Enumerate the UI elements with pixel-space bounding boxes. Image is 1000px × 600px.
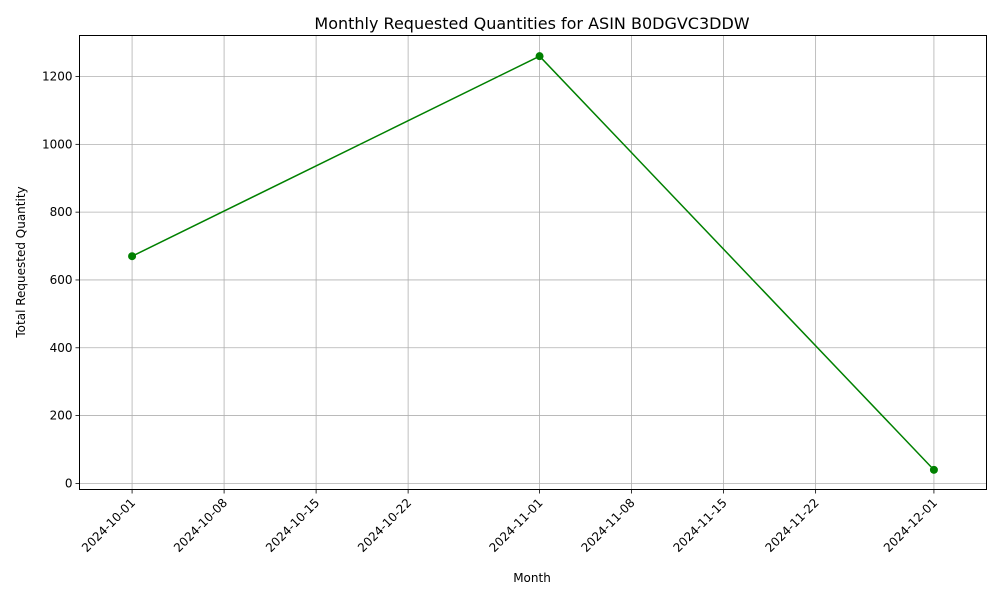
y-tick-label: 1000 xyxy=(42,137,73,151)
y-axis-label: Total Requested Quantity xyxy=(14,186,28,338)
x-tick-label: 2024-12-01 xyxy=(881,496,940,555)
data-point-2024-11-01 xyxy=(535,52,544,61)
y-tick-label: 400 xyxy=(50,341,73,355)
x-tick-label: 2024-11-08 xyxy=(578,496,637,555)
y-tick-label: 600 xyxy=(50,273,73,287)
x-tick-label: 2024-10-15 xyxy=(263,496,322,555)
x-tick-label: 2024-10-01 xyxy=(79,496,138,555)
data-point-2024-12-01 xyxy=(929,465,938,474)
y-tick-label: 800 xyxy=(50,205,73,219)
x-tick-label: 2024-10-08 xyxy=(171,496,230,555)
x-tick-label: 2024-11-01 xyxy=(486,496,545,555)
plot-frame xyxy=(79,35,987,490)
grid-lines xyxy=(79,35,987,490)
y-tick-label: 200 xyxy=(50,409,73,423)
series-layer xyxy=(128,52,938,474)
y-tick-label: 1200 xyxy=(42,70,73,84)
y-axis-ticks: 0 200 400 600 800 1000 1200 xyxy=(42,70,80,490)
y-tick-label: 0 xyxy=(65,476,73,490)
data-point-2024-10-01 xyxy=(128,252,137,261)
series-line xyxy=(131,55,935,471)
x-tick-label: 2024-11-22 xyxy=(763,496,822,555)
x-axis-label: Month xyxy=(513,571,551,585)
x-tick-label: 2024-11-15 xyxy=(671,496,730,555)
x-tick-label: 2024-10-22 xyxy=(355,496,414,555)
x-axis-ticks: 2024-10-01 2024-10-08 2024-10-15 2024-10-22… xyxy=(79,489,940,555)
chart-title: Monthly Requested Quantities for ASIN B0… xyxy=(314,14,749,33)
